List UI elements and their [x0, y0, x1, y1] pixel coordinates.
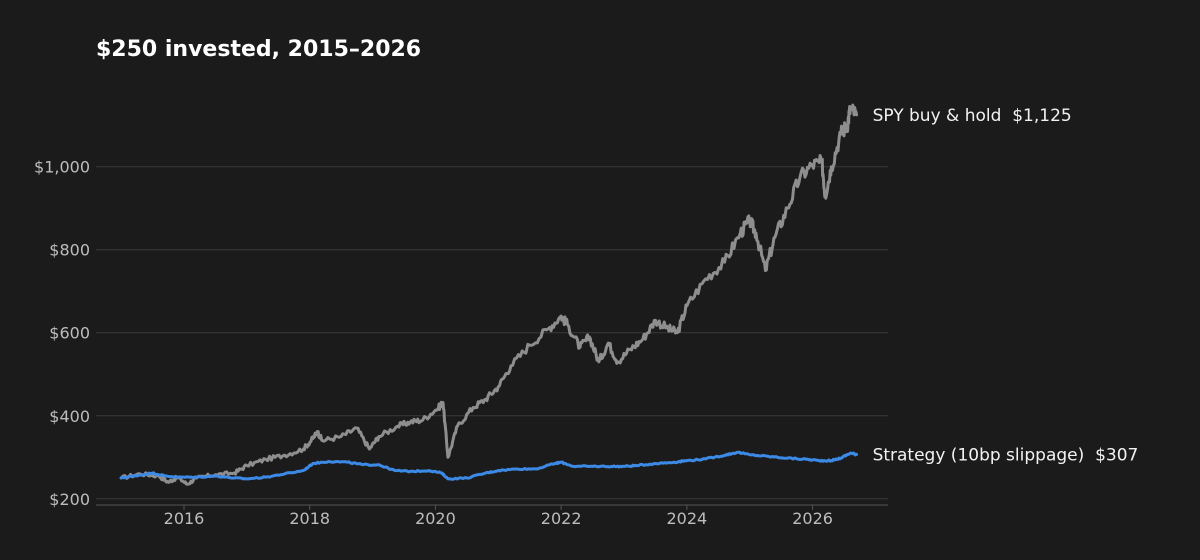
x-tick-label-1: 2018: [289, 509, 330, 528]
y-tick-label-4: $1,000: [34, 158, 90, 177]
series-name-1: Strategy (10bp slippage): [873, 445, 1096, 465]
y-tick-label-3: $800: [49, 241, 90, 260]
series-name-0: SPY buy & hold: [873, 106, 1013, 126]
series-layer: [119, 103, 859, 486]
axis-layer: $200 $400 $600 $800 $1,000 2016 2018 2020 2022 20…: [34, 158, 888, 528]
series-line-0: [119, 103, 859, 486]
x-tick-label-3: 2022: [541, 509, 582, 528]
grid-layer: [96, 166, 888, 500]
x-tick-label-4: 2024: [666, 509, 707, 528]
series-end-value-0: $1,125: [1012, 106, 1071, 126]
series-end-value-1: $307: [1095, 445, 1138, 465]
series-end-label-0: SPY buy & hold $1,125: [873, 106, 1072, 126]
y-tick-label-0: $200: [49, 490, 90, 509]
chart-title: $250 invested, 2015–2026: [96, 37, 421, 62]
x-tick-label-0: 2016: [164, 509, 205, 528]
y-tick-label-1: $400: [49, 407, 90, 426]
x-tick-label-5: 2026: [792, 509, 833, 528]
x-tick-label-2: 2020: [415, 509, 456, 528]
series-line-1: [119, 450, 859, 481]
series-end-label-1: Strategy (10bp slippage) $307: [873, 445, 1139, 465]
y-tick-label-2: $600: [49, 324, 90, 343]
label-layer: SPY buy & hold $1,125 Strategy (10bp slip…: [873, 106, 1139, 466]
